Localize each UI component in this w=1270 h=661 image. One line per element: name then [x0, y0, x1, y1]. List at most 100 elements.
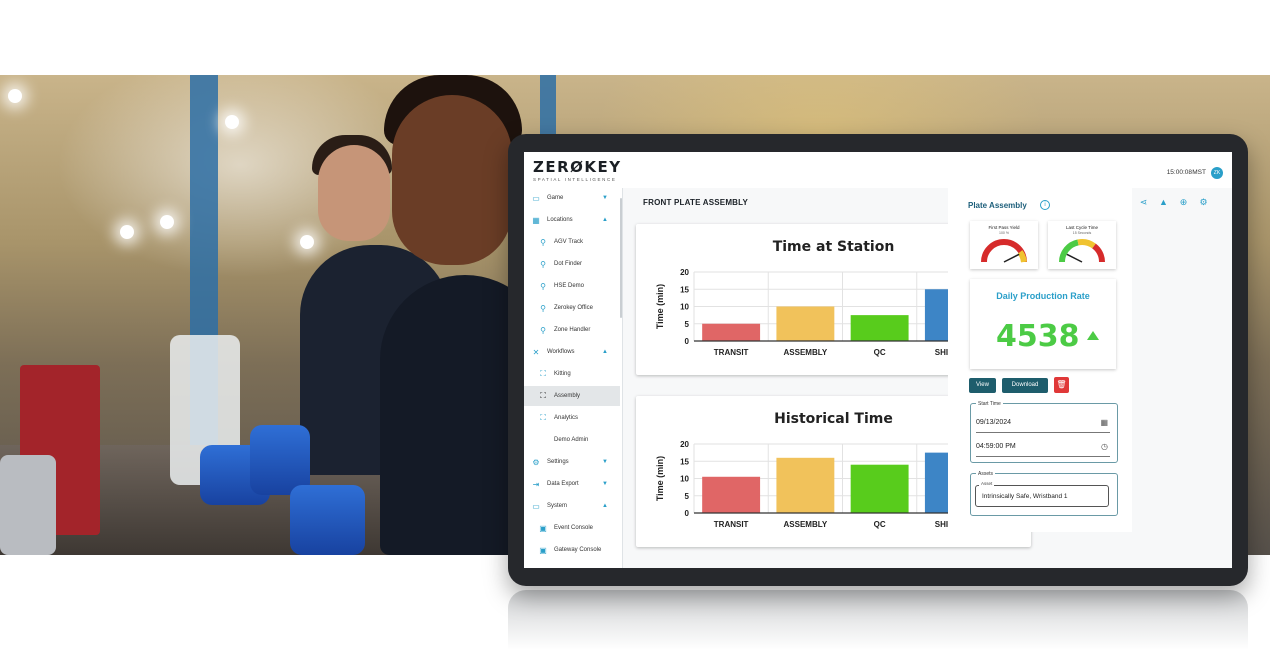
y-tick-label: 0: [685, 337, 690, 346]
sidebar-item-label: Locations: [547, 217, 573, 223]
sidebar-item-label: System: [547, 503, 568, 509]
y-tick-label: 20: [680, 268, 689, 277]
kpi-label-text: Daily Production Rate: [996, 291, 1090, 301]
y-axis-label: Time (min): [655, 456, 665, 501]
assets-group: Assets Asset Intrinsically Safe, Wristba…: [970, 471, 1118, 516]
first-pass-yield-card: First Pass Yield 100 %: [970, 221, 1038, 269]
logo-tagline: SPATIAL INTELLIGENCE: [533, 177, 617, 182]
gauge-needle: [1066, 253, 1083, 263]
last-cycle-time-gauge: [1059, 239, 1105, 263]
kpi-value: 4538: [996, 319, 1080, 354]
x-tick-label: TRANSIT: [714, 348, 749, 357]
foreground-worker-head: [392, 95, 512, 265]
sidebar-item-label: Zone Handler: [554, 327, 591, 333]
x-tick-label: TRANSIT: [714, 520, 749, 529]
start-date-input[interactable]: 09/13/2024 ▦: [976, 414, 1110, 433]
page-title: FRONT PLATE ASSEMBLY: [643, 198, 749, 207]
add-icon[interactable]: ⊕: [1179, 197, 1188, 207]
sidebar-item-workflows[interactable]: ✕ Workflows ▲: [524, 342, 620, 362]
gauge-title: First Pass Yield: [988, 225, 1020, 230]
gamepad-icon: ▭: [532, 193, 540, 203]
ceiling-light: [300, 235, 314, 249]
blue-part: [250, 425, 310, 495]
start-time-input[interactable]: 04:59:00 PM ◷: [976, 438, 1110, 457]
y-tick-label: 20: [680, 440, 689, 449]
sidebar-item-label: Demo Admin: [554, 437, 589, 443]
sidebar-item-kitting[interactable]: ⛶ Kitting: [524, 364, 620, 384]
sidebar-item-label: Data Export: [547, 481, 579, 487]
sidebar-item-label: Analytics: [554, 415, 579, 421]
sidebar: ▭ Game ▼ ▦ Locations ▲ ⚲ AGV Track ⚲ Dot…: [524, 188, 623, 568]
sidebar-item-label: Zerokey Office: [554, 305, 593, 311]
logo-text: ZERØKEY: [533, 158, 622, 176]
chart-title: Time at Station: [772, 239, 895, 255]
sidebar-item-hse-demo[interactable]: ⚲ HSE Demo: [524, 276, 620, 296]
ceiling-light: [8, 89, 22, 103]
panel-title: Plate Assembly: [968, 201, 1027, 210]
sidebar-item-label: Dot Finder: [554, 261, 583, 267]
gauge-subtitle: 100 %: [999, 231, 1009, 235]
sidebar-item-settings[interactable]: ⚙ Settings ▼: [524, 452, 620, 472]
pin-icon: ⚲: [540, 259, 546, 269]
sidebar-item-label: Assembly: [554, 393, 581, 399]
sidebar-item-assembly[interactable]: ⛶ Assembly: [524, 386, 620, 406]
download-button[interactable]: Download: [1002, 378, 1048, 393]
pin-icon: ⚲: [540, 237, 546, 247]
sidebar-item-event-console[interactable]: ▣ Event Console: [524, 518, 620, 538]
sidebar-item-label: HSE Demo: [554, 283, 585, 289]
sidebar-item-gateway-console[interactable]: ▣ Gateway Console: [524, 540, 620, 560]
sidebar-item-data-export[interactable]: ⇥ Data Export ▼: [524, 474, 620, 494]
sidebar-item-analytics[interactable]: ⛶ Analytics: [524, 408, 620, 428]
view-button[interactable]: View: [969, 378, 996, 393]
bar-assembly: [776, 306, 835, 341]
sidebar-scrollbar[interactable]: [620, 198, 622, 318]
first-pass-yield-gauge: [981, 239, 1027, 263]
warning-icon[interactable]: ▲: [1159, 197, 1168, 207]
share-icon[interactable]: ⋖: [1139, 197, 1148, 207]
sidebar-item-locations[interactable]: ▦ Locations ▲: [524, 210, 620, 230]
sidebar-item-game[interactable]: ▭ Game ▼: [524, 188, 620, 208]
y-tick-label: 15: [680, 285, 689, 294]
blue-part: [290, 485, 365, 555]
background-worker-head: [318, 145, 390, 241]
sidebar-item-dot-finder[interactable]: ⚲ Dot Finder: [524, 254, 620, 274]
focus-icon: ⛶: [540, 391, 546, 400]
ceiling-light: [225, 115, 239, 129]
zerokey-logo[interactable]: ZERØKEY SPATIAL INTELLIGENCE: [533, 159, 622, 182]
sidebar-item-label: Workflows: [547, 349, 575, 355]
y-tick-label: 10: [680, 303, 689, 312]
gear-icon[interactable]: ⚙: [1199, 197, 1208, 207]
y-tick-label: 15: [680, 457, 689, 466]
console-icon: ▣: [539, 545, 547, 555]
sidebar-item-label: Gateway Console: [554, 547, 602, 553]
sidebar-item-label: Game: [547, 195, 564, 201]
console-icon: ▣: [539, 523, 547, 533]
sidebar-item-label: Kitting: [554, 371, 571, 377]
gauge-needle: [1003, 253, 1020, 263]
info-icon[interactable]: i: [1040, 200, 1050, 210]
clock-icon[interactable]: ◷: [1101, 442, 1108, 451]
scale-device: [0, 455, 56, 555]
gear-icon: ⚙: [532, 457, 540, 467]
sidebar-item-label: AGV Track: [554, 239, 584, 245]
sidebar-item-agv-track[interactable]: ⚲ AGV Track: [524, 232, 620, 252]
app-screen: ZERØKEY SPATIAL INTELLIGENCE 15:00:08 MS…: [524, 152, 1232, 568]
y-tick-label: 0: [685, 509, 690, 518]
sidebar-item-zerokey-office[interactable]: ⚲ Zerokey Office: [524, 298, 620, 318]
steel-beam: [540, 75, 556, 145]
assets-label: Assets: [976, 471, 996, 477]
chevron-up-icon: ▲: [602, 349, 608, 355]
export-icon: ⇥: [532, 479, 540, 489]
asset-select[interactable]: Intrinsically Safe, Wristband 1: [975, 485, 1109, 507]
pin-icon: ⚲: [540, 325, 546, 335]
map-icon: ▦: [532, 215, 540, 225]
user-avatar[interactable]: ZK: [1211, 167, 1223, 179]
x-tick-label: QC: [874, 520, 886, 529]
delete-button[interactable]: 🗑: [1054, 377, 1069, 393]
chevron-down-icon: ▼: [602, 459, 608, 465]
sidebar-item-label: Settings: [547, 459, 569, 465]
sidebar-item-system[interactable]: ▭ System ▲: [524, 496, 620, 516]
calendar-icon[interactable]: ▦: [1100, 418, 1108, 427]
sidebar-item-zone-handler[interactable]: ⚲ Zone Handler: [524, 320, 620, 340]
sidebar-item-demo-admin[interactable]: Demo Admin: [524, 430, 620, 450]
